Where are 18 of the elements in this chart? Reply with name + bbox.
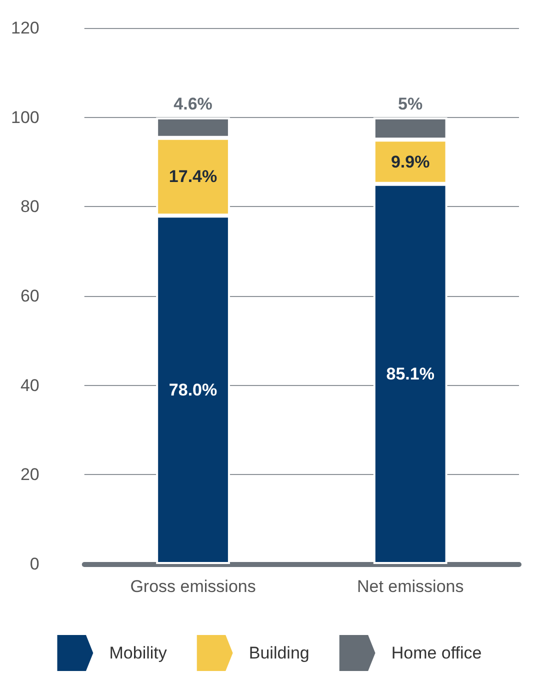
x-tick-label: Gross emissions	[130, 577, 256, 596]
y-tick-label: 100	[10, 108, 40, 127]
y-tick-label: 0	[30, 554, 40, 574]
y-tick-label: 80	[20, 197, 40, 216]
data-label: 17.4%	[168, 167, 218, 186]
x-tick-label: Net emissions	[356, 577, 464, 596]
data-label: 4.6%	[174, 94, 212, 114]
y-tick-label: 60	[20, 286, 40, 306]
y-tick-label: 40	[20, 376, 40, 395]
y-tick-label: 120	[10, 18, 40, 38]
data-label: 9.9%	[390, 152, 430, 172]
legend-label: Building	[248, 644, 310, 662]
legend-label: Mobility	[109, 644, 168, 662]
y-tick-label: 20	[20, 465, 40, 484]
data-label: 85.1%	[386, 364, 434, 384]
data-label: 78.0%	[168, 380, 218, 400]
data-label: 5%	[398, 94, 423, 114]
legend-label: Home office	[391, 644, 482, 662]
